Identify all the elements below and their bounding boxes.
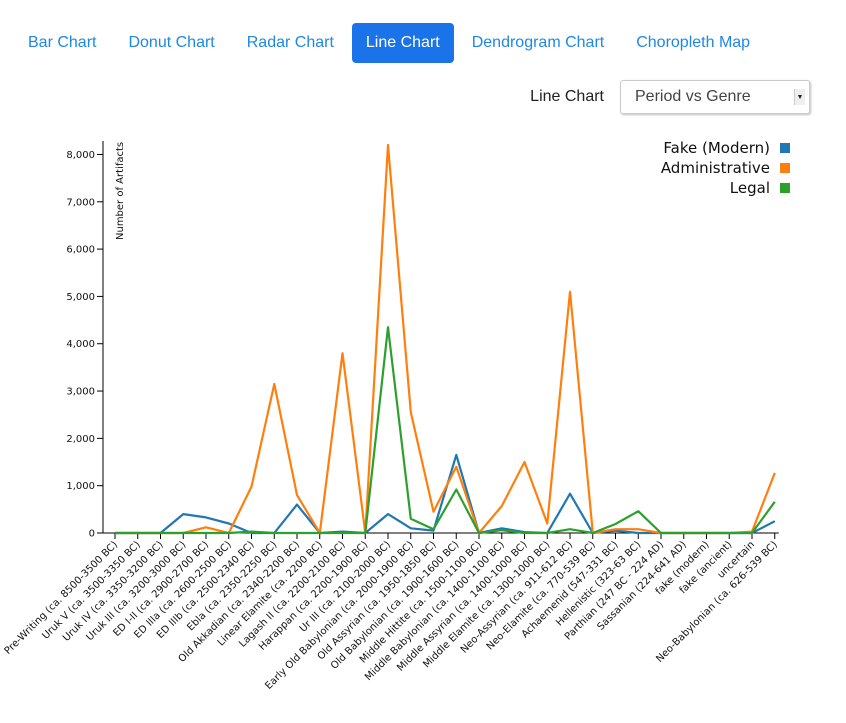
dataset-select-value: Period vs Genre [635, 88, 751, 105]
series-line-administrative [115, 143, 776, 535]
y-tick-label: 2,000 [66, 434, 95, 445]
picker-label: Line Chart [530, 88, 604, 105]
legend-label: Administrative [661, 159, 770, 177]
chart-picker: Line Chart Period vs Genre ▼ [530, 80, 810, 114]
y-tick-label: 8,000 [66, 150, 95, 161]
legend-swatch [780, 163, 790, 173]
y-tick-label: 5,000 [66, 292, 95, 303]
series-line-fake-modern [115, 453, 776, 535]
legend-label: Legal [730, 179, 770, 197]
y-tick-label: 1,000 [66, 481, 95, 492]
series-line-legal [115, 326, 776, 535]
legend-label: Fake (Modern) [663, 139, 770, 157]
legend-swatch [780, 183, 790, 193]
y-tick-label: 0 [89, 529, 95, 540]
y-tick-label: 4,000 [66, 339, 95, 350]
tab-line-chart[interactable]: Line Chart [351, 23, 454, 63]
tab-bar-chart[interactable]: Bar Chart [28, 34, 97, 51]
tab-donut-chart[interactable]: Donut Chart [128, 34, 215, 51]
y-tick-label: 6,000 [66, 245, 95, 256]
y-tick-label: 3,000 [66, 387, 95, 398]
tab-choropleth-map[interactable]: Choropleth Map [636, 34, 751, 51]
tab-radar-chart[interactable]: Radar Chart [246, 34, 334, 51]
chart-type-tabs: Bar Chart Donut Chart Radar Chart Line Char… [14, 22, 768, 64]
tab-dendrogram-chart[interactable]: Dendrogram Chart [471, 34, 605, 51]
chevron-down-icon[interactable]: ▼ [794, 89, 805, 105]
y-tick-label: 7,000 [66, 197, 95, 208]
dataset-select[interactable]: Period vs Genre ▼ [620, 80, 810, 114]
y-axis-title: Number of Artifacts [115, 142, 126, 240]
legend-swatch [780, 143, 790, 153]
